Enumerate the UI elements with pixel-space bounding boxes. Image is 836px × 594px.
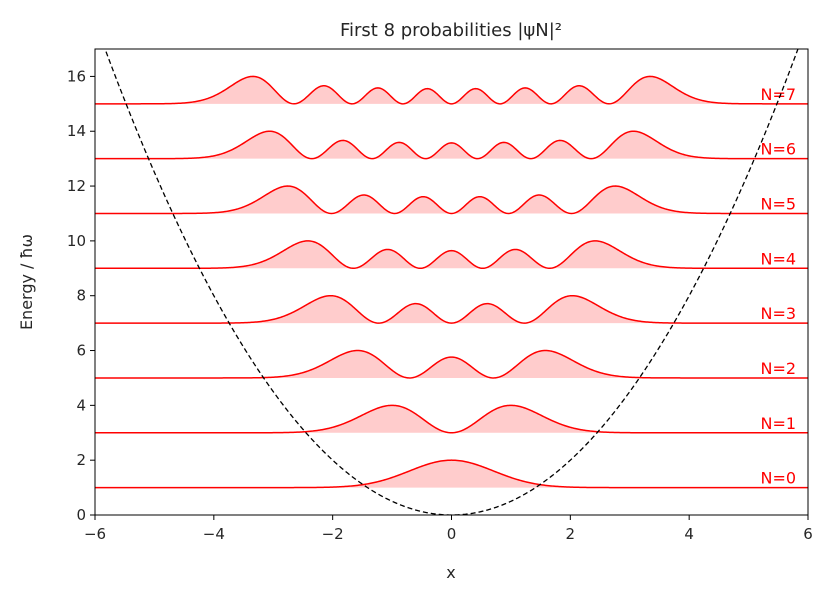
x-tick-label: 2: [566, 525, 576, 543]
density-fill-1: [95, 405, 808, 433]
y-tick-label: 16: [67, 67, 86, 85]
level-label-1: N=1: [761, 414, 797, 433]
y-axis-label: Energy / ħω: [17, 234, 36, 330]
plot-frame: [94, 48, 809, 516]
density-curve-1: [95, 404, 808, 434]
y-tick-label: 0: [76, 506, 86, 524]
y-tick-label: 14: [67, 122, 86, 140]
density-curve-4: [95, 240, 808, 270]
density-curve-6: [95, 130, 808, 160]
y-tick-label: 10: [67, 232, 86, 250]
y-tick-label: 6: [76, 342, 86, 360]
x-tick-label: 0: [447, 525, 457, 543]
level-label-3: N=3: [761, 304, 797, 323]
y-tick-label: 4: [76, 396, 86, 414]
density-fill-6: [95, 131, 808, 159]
plot-content: N=0 N=1 N=2 N=3 N=4 N=5 N=6 N=7: [95, 49, 808, 515]
density-curve-2: [95, 349, 808, 379]
density-fill-3: [95, 295, 808, 324]
y-tick-label: 8: [76, 287, 86, 305]
y-tick-label: 2: [76, 451, 86, 469]
level-label-5: N=5: [761, 194, 797, 213]
level-label-6: N=6: [761, 140, 797, 159]
x-tick-label: −6: [84, 525, 106, 543]
level-label-4: N=4: [761, 249, 797, 268]
level-label-7: N=7: [761, 85, 797, 104]
potential-curve: [104, 49, 799, 515]
density-fill-7: [95, 76, 808, 104]
plot-area: N=0 N=1 N=2 N=3 N=4 N=5 N=6 N=7 −6 −4 −2 0 2 4 6 0 2 4 6 8 1…: [67, 48, 813, 543]
density-curve-0: [95, 459, 808, 489]
y-tick-label: 12: [67, 177, 86, 195]
x-tick-label: −4: [203, 525, 225, 543]
density-curve-5: [95, 185, 808, 215]
density-curve-3: [95, 294, 808, 324]
x-tick-label: −2: [322, 525, 344, 543]
density-fill-0: [95, 460, 808, 488]
x-tick-label: 4: [684, 525, 694, 543]
chart-title: First 8 probabilities |ψN|²: [340, 20, 562, 41]
level-label-2: N=2: [761, 359, 797, 378]
level-label-0: N=0: [761, 469, 797, 488]
density-fill-5: [95, 186, 808, 214]
density-curve-7: [95, 75, 808, 105]
x-tick-label: 6: [803, 525, 813, 543]
density-fill-4: [95, 240, 808, 269]
x-axis-label: x: [446, 563, 455, 582]
density-fill-2: [95, 350, 808, 378]
